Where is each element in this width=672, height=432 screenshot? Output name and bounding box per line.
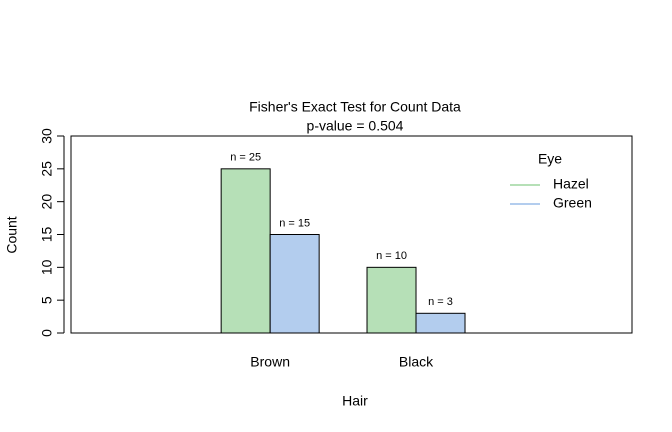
y-tick-label: 0 [39,329,55,337]
x-axis-label: Hair [342,393,368,409]
legend-title: Eye [538,151,562,167]
x-tick-label: Black [399,354,434,370]
legend-label: Hazel [553,176,589,192]
bar [415,312,466,334]
chart-title: Fisher's Exact Test for Count Data [249,99,461,115]
value-label: n = 15 [279,217,310,229]
legend-label: Green [553,195,592,211]
value-label: n = 10 [376,250,407,262]
y-tick-label: 15 [39,227,55,243]
bar [220,168,271,334]
x-tick-label: Brown [250,354,290,370]
y-tick-label: 30 [39,128,55,144]
bar [269,234,320,334]
y-tick-label: 10 [39,259,55,275]
y-tick-label: 20 [39,194,55,210]
plot-box [70,135,633,334]
bar [366,266,417,334]
value-label: n = 3 [428,296,453,308]
chart-subtitle: p-value = 0.504 [307,118,404,134]
value-label: n = 25 [230,152,261,164]
y-axis-label: Count [4,216,20,253]
y-tick-label: 5 [39,296,55,304]
y-tick-label: 25 [39,161,55,177]
